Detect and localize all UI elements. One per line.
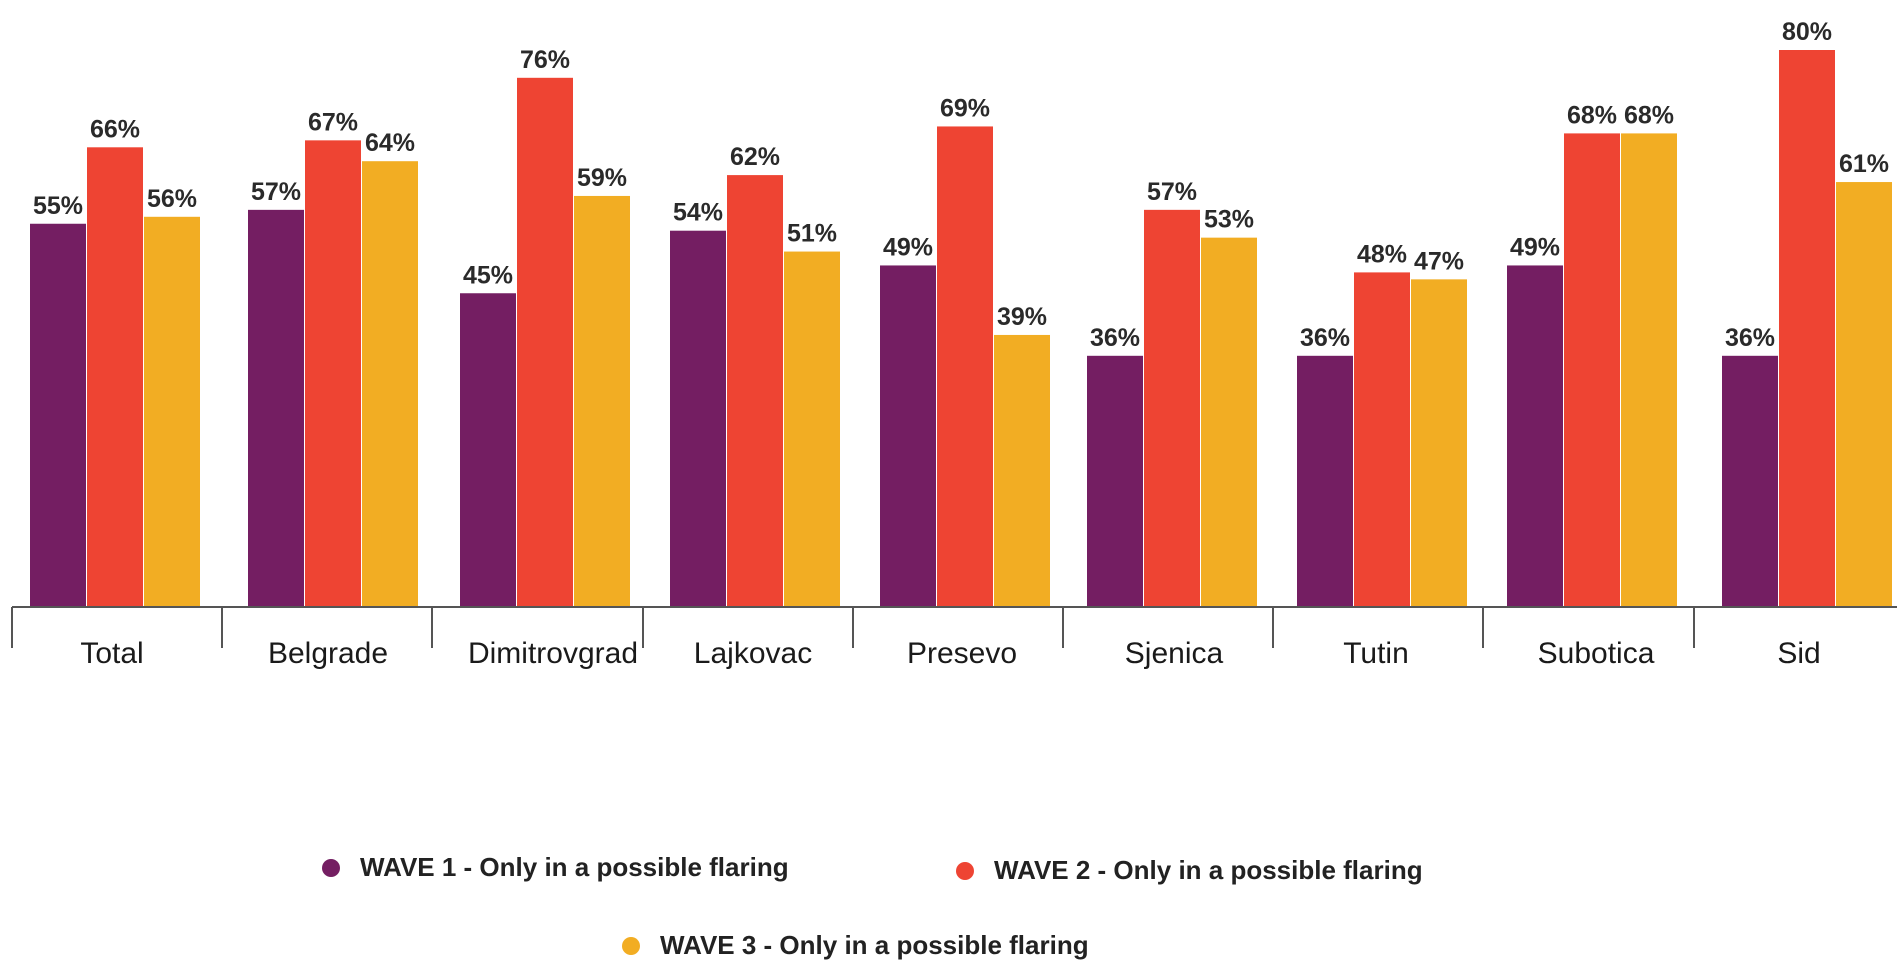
bar-wave3 (1201, 237, 1257, 606)
bar-group: 36% 57%53% (1087, 178, 1257, 606)
data-label: 64% (365, 129, 415, 157)
data-label: 36% (1090, 324, 1140, 352)
data-label: 36% (1725, 324, 1775, 352)
x-tick-label: Subotica (1538, 637, 1655, 670)
data-label: 47% (1414, 247, 1464, 275)
bar-wave3 (994, 334, 1050, 606)
x-tick-label: Dimitrovgrad (468, 637, 638, 670)
bar-wave1 (30, 223, 86, 606)
bar-wave1 (1722, 355, 1778, 606)
data-label: 68% (1624, 101, 1674, 129)
bar-wave1 (248, 209, 304, 606)
bar-wave1 (1087, 355, 1143, 606)
bar-wave2 (1564, 133, 1620, 606)
data-label: 49% (1510, 233, 1560, 261)
data-label: 62% (730, 143, 780, 171)
bar-wave2 (1144, 209, 1200, 606)
x-tick-label: Total (80, 637, 143, 670)
data-label: 61% (1839, 150, 1889, 178)
data-label: 57% (1147, 178, 1197, 206)
bar-wave2 (727, 175, 783, 606)
bar-wave2 (1354, 272, 1410, 606)
x-tick-label: Presevo (907, 637, 1017, 670)
bar-wave3 (362, 161, 418, 606)
data-label: 67% (308, 108, 358, 136)
x-tick-label: Sid (1777, 637, 1820, 670)
data-label: 54% (673, 199, 723, 227)
data-label: 76% (520, 46, 570, 74)
bar-group: 57% 67%64% (248, 108, 418, 606)
bar-wave2 (937, 126, 993, 606)
bar-wave3 (1411, 279, 1467, 606)
bar-group: 49% 69% 39% (880, 94, 1050, 606)
bar-group: 36% 80% 61% (1722, 18, 1892, 607)
data-label: 57% (251, 178, 301, 206)
data-label: 68% (1567, 101, 1617, 129)
bar-wave1 (1507, 265, 1563, 606)
x-tick-label: Sjenica (1125, 637, 1224, 670)
bar-group: 49% 68% 68% (1507, 101, 1677, 606)
data-label: 59% (577, 164, 627, 192)
bar-wave3 (784, 251, 840, 607)
bar-group: 36% 48% 47% (1297, 240, 1467, 606)
bar-wave1 (460, 293, 516, 606)
data-label: 55% (33, 192, 83, 220)
bar-wave2 (305, 140, 361, 606)
bar-wave2 (517, 77, 573, 607)
bar-wave1 (880, 265, 936, 606)
bar-wave2 (87, 147, 143, 607)
bar-wave2 (1779, 50, 1835, 606)
data-label: 56% (147, 185, 197, 213)
bar-wave1 (1297, 355, 1353, 606)
data-label: 69% (940, 94, 990, 122)
data-label: 66% (90, 115, 140, 143)
bar-wave3 (1836, 182, 1892, 607)
data-label: 48% (1357, 240, 1407, 268)
data-label: 49% (883, 233, 933, 261)
bar-group: 54%62% 51% (670, 143, 840, 607)
bar-wave3 (1621, 133, 1677, 606)
x-tick-label: Belgrade (268, 637, 388, 670)
data-label: 39% (997, 303, 1047, 331)
data-label: 53% (1204, 206, 1254, 234)
data-label: 51% (787, 220, 837, 248)
data-label: 36% (1300, 324, 1350, 352)
bar-wave3 (144, 216, 200, 607)
bar-group: 55% 66% 56% (30, 115, 200, 607)
data-label: 80% (1782, 18, 1832, 46)
bar-wave1 (670, 230, 726, 606)
x-tick-label: Lajkovac (694, 637, 812, 670)
data-label: 45% (463, 261, 513, 289)
bar-group: 45% 76% 59% (460, 46, 630, 607)
x-tick-label: Tutin (1343, 637, 1409, 670)
bar-wave3 (574, 195, 630, 606)
